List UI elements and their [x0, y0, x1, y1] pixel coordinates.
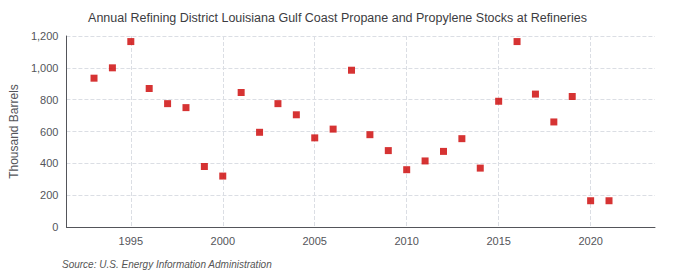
svg-text:800: 800 — [40, 94, 58, 106]
svg-text:600: 600 — [40, 126, 58, 138]
svg-text:1,000: 1,000 — [31, 62, 59, 74]
svg-text:1,200: 1,200 — [31, 30, 59, 42]
svg-text:Annual Refining District Louis: Annual Refining District Louisiana Gulf … — [88, 11, 587, 25]
svg-text:Thousand Barrels: Thousand Barrels — [7, 84, 21, 179]
svg-text:200: 200 — [40, 189, 58, 201]
svg-text:400: 400 — [40, 157, 58, 169]
svg-text:2000: 2000 — [211, 235, 235, 247]
svg-text:2015: 2015 — [486, 235, 510, 247]
svg-text:2010: 2010 — [394, 235, 418, 247]
svg-text:2005: 2005 — [302, 235, 326, 247]
svg-text:Source: U.S. Energy Informatio: Source: U.S. Energy Information Administ… — [62, 259, 272, 270]
svg-text:1995: 1995 — [119, 235, 143, 247]
svg-text:0: 0 — [52, 221, 58, 233]
svg-text:2020: 2020 — [578, 235, 602, 247]
